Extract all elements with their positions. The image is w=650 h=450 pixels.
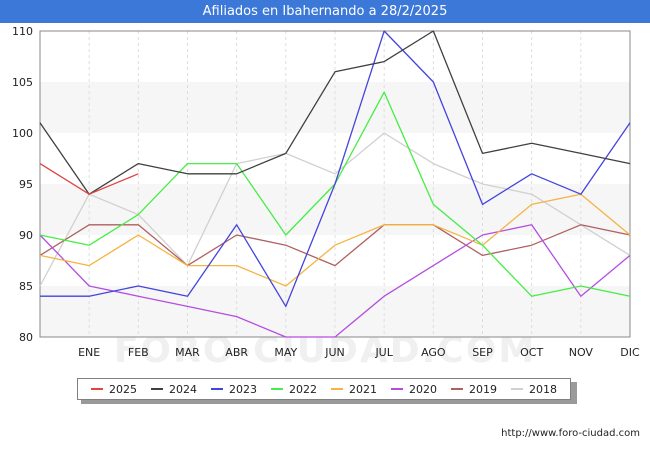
chart-title: Afiliados en Ibahernando a 28/2/2025: [0, 0, 650, 23]
series-line-2020: [39, 224, 631, 338]
series-line-2024: [39, 30, 631, 195]
y-tick-label: 110: [12, 25, 33, 38]
series-line-2021: [39, 193, 631, 287]
series-line-2025: [39, 163, 139, 195]
legend-item-2023: 2023: [211, 383, 257, 396]
legend-swatch: [331, 388, 343, 390]
legend: 2025 2024 2023 2022 2021 2020 2019 2018: [77, 378, 571, 400]
plot-band: [40, 184, 630, 235]
y-tick-label: 80: [19, 331, 33, 344]
x-tick-label: MAR: [175, 346, 200, 359]
x-tick-label: DIC: [620, 346, 640, 359]
legend-item-2025: 2025: [91, 383, 137, 396]
legend-label: 2019: [469, 382, 497, 396]
x-tick-label: JUL: [374, 346, 393, 359]
legend-label: 2020: [409, 382, 437, 396]
legend-label: 2021: [349, 382, 377, 396]
plot-band: [40, 82, 630, 133]
legend-swatch: [511, 388, 523, 390]
legend-swatch: [91, 388, 103, 390]
legend-item-2024: 2024: [151, 383, 197, 396]
legend-swatch: [451, 388, 463, 390]
legend-label: 2023: [229, 382, 257, 396]
legend-swatch: [391, 388, 403, 390]
series-line-2023: [40, 30, 631, 308]
x-tick-label: JUN: [324, 346, 345, 359]
legend-label: 2022: [289, 382, 317, 396]
y-tick-label: 90: [19, 229, 33, 242]
plot-band: [40, 286, 630, 337]
y-tick-label: 85: [19, 280, 33, 293]
legend-item-2019: 2019: [451, 383, 497, 396]
x-tick-label: MAY: [274, 346, 297, 359]
legend-label: 2024: [169, 382, 197, 396]
legend-swatch: [151, 388, 163, 390]
x-tick-label: FEB: [128, 346, 149, 359]
legend-swatch: [271, 388, 283, 390]
source-url: http://www.foro-ciudad.com: [501, 428, 640, 439]
x-tick-label: ENE: [78, 346, 100, 359]
x-tick-label: OCT: [520, 346, 543, 359]
legend-item-2022: 2022: [271, 383, 317, 396]
y-tick-label: 95: [19, 178, 33, 191]
y-tick-label: 105: [12, 76, 33, 89]
x-tick-label: SEP: [472, 346, 493, 359]
legend-label: 2025: [109, 382, 137, 396]
legend-label: 2018: [529, 382, 557, 396]
legend-swatch: [211, 388, 223, 390]
series-line-2019: [39, 224, 631, 267]
y-tick-label: 100: [12, 127, 33, 140]
x-tick-label: NOV: [569, 346, 594, 359]
legend-item-2018: 2018: [511, 383, 557, 396]
legend-item-2021: 2021: [331, 383, 377, 396]
x-tick-label: ABR: [225, 346, 248, 359]
x-tick-label: AGO: [421, 346, 446, 359]
legend-item-2020: 2020: [391, 383, 437, 396]
